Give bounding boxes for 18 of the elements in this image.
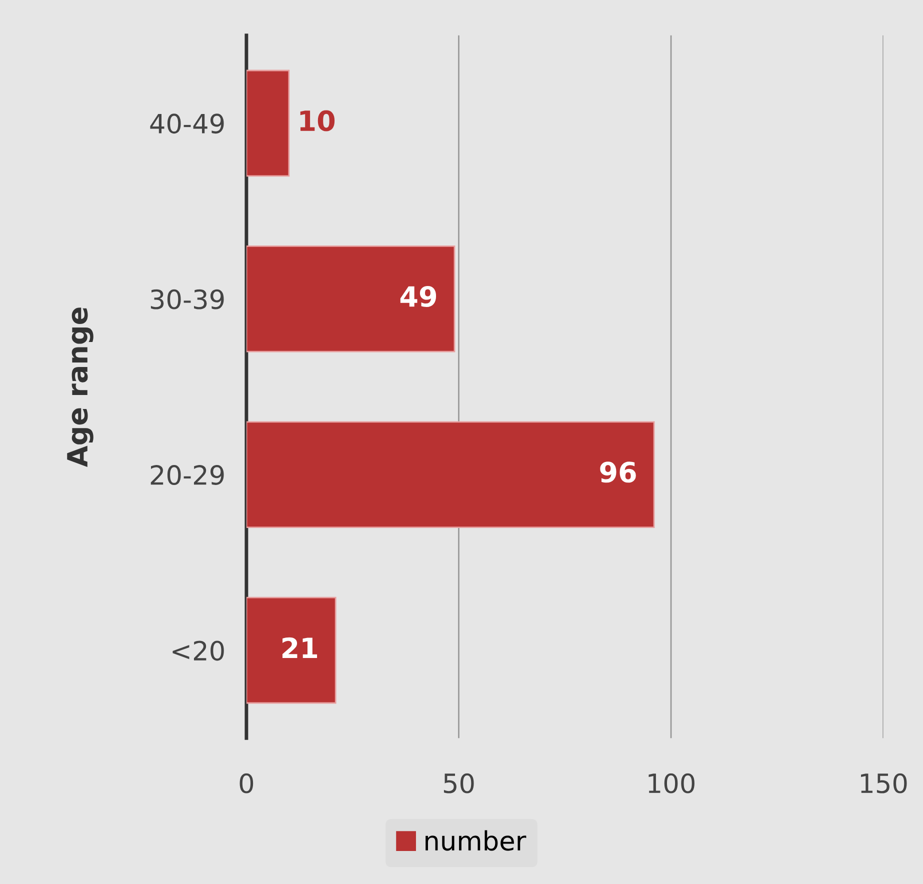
- y-tick-label: <20: [172, 640, 224, 661]
- y-tick-label: 40-49: [150, 114, 224, 134]
- x-tick-label: 150: [861, 773, 907, 794]
- bar: [246, 246, 456, 352]
- bar: [246, 421, 655, 528]
- y-tick-label: 20-29: [150, 465, 224, 485]
- data-label: 21: [282, 637, 318, 658]
- data-label: 10: [300, 110, 335, 132]
- bar: [246, 70, 290, 177]
- legend-label: number: [426, 830, 526, 851]
- data-label: 49: [400, 286, 436, 307]
- y-axis-title: Age range: [67, 308, 94, 468]
- x-tick-label: 50: [444, 773, 474, 794]
- bar: [246, 596, 336, 704]
- y-tick-label: 30-39: [150, 289, 224, 310]
- x-tick-label: 100: [648, 773, 694, 794]
- data-label: 96: [600, 462, 636, 483]
- x-tick-label: 0: [240, 773, 254, 794]
